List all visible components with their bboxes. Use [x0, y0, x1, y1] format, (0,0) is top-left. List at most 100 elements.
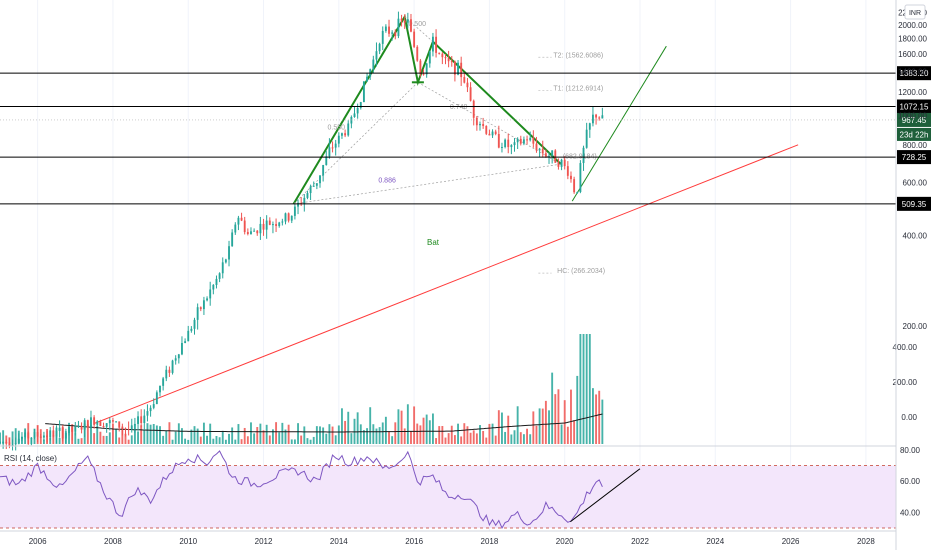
candle-body[interactable] — [105, 423, 108, 427]
volume-bar[interactable] — [215, 436, 218, 444]
candle-body[interactable] — [450, 61, 453, 63]
projection-line[interactable] — [571, 45, 667, 202]
volume-bar[interactable] — [297, 423, 299, 444]
volume-bar[interactable] — [105, 435, 108, 444]
candle-body[interactable] — [460, 62, 463, 78]
volume-bar[interactable] — [165, 430, 168, 444]
volume-bar[interactable] — [337, 425, 340, 444]
candle-body[interactable] — [312, 185, 315, 187]
candle-body[interactable] — [356, 107, 359, 114]
candle-body[interactable] — [337, 135, 340, 144]
volume-bar[interactable] — [177, 423, 180, 444]
candle-body[interactable] — [362, 81, 365, 103]
candle-body[interactable] — [388, 26, 390, 34]
volume-bar[interactable] — [432, 413, 434, 444]
candle-body[interactable] — [49, 430, 52, 438]
volume-bar[interactable] — [482, 430, 485, 444]
volume-bar[interactable] — [112, 424, 114, 444]
candle-body[interactable] — [529, 137, 532, 141]
candle-body[interactable] — [96, 421, 99, 425]
candle-body[interactable] — [253, 230, 256, 232]
candle-body[interactable] — [259, 223, 262, 234]
volume-bar[interactable] — [551, 372, 554, 444]
candle-body[interactable] — [598, 117, 601, 119]
candle-body[interactable] — [501, 146, 503, 148]
candle-body[interactable] — [438, 52, 441, 54]
candle-body[interactable] — [8, 442, 11, 447]
candle-body[interactable] — [71, 427, 74, 432]
volume-bar[interactable] — [184, 438, 187, 444]
candle-body[interactable] — [519, 138, 522, 144]
candle-body[interactable] — [159, 385, 161, 393]
rsi-divergence-line[interactable] — [570, 468, 641, 523]
candle-body[interactable] — [422, 73, 425, 75]
volume-bar[interactable] — [400, 410, 403, 444]
volume-bar[interactable] — [576, 375, 579, 444]
volume-bar[interactable] — [272, 429, 274, 444]
candle-body[interactable] — [544, 153, 547, 157]
volume-bar[interactable] — [554, 394, 557, 444]
volume-bar[interactable] — [231, 427, 234, 444]
volume-bar[interactable] — [256, 427, 259, 444]
candle-body[interactable] — [391, 32, 394, 34]
candle-body[interactable] — [595, 114, 598, 118]
candle-body[interactable] — [93, 417, 96, 425]
candle-body[interactable] — [457, 62, 459, 75]
volume-bar[interactable] — [162, 435, 165, 444]
volume-bar[interactable] — [529, 434, 532, 444]
volume-bar[interactable] — [375, 428, 378, 444]
volume-bar[interactable] — [548, 410, 550, 444]
volume-bar[interactable] — [595, 394, 598, 444]
candle-body[interactable] — [256, 230, 259, 234]
volume-bar[interactable] — [388, 431, 390, 444]
candle-body[interactable] — [400, 18, 403, 21]
volume-bar[interactable] — [328, 424, 331, 444]
volume-bar[interactable] — [290, 439, 293, 444]
candle-body[interactable] — [137, 416, 139, 424]
candle-body[interactable] — [557, 162, 560, 167]
volume-bar[interactable] — [206, 435, 208, 444]
candle-body[interactable] — [218, 273, 221, 279]
candle-body[interactable] — [118, 421, 121, 428]
volume-bar[interactable] — [435, 438, 438, 444]
candle-body[interactable] — [215, 278, 218, 285]
candle-body[interactable] — [397, 18, 400, 37]
candle-body[interactable] — [228, 246, 230, 260]
volume-bar[interactable] — [469, 432, 472, 444]
volume-bar[interactable] — [74, 432, 77, 444]
volume-bar[interactable] — [14, 428, 17, 444]
volume-bar[interactable] — [90, 425, 92, 444]
candle-body[interactable] — [466, 82, 469, 88]
candle-body[interactable] — [272, 224, 274, 226]
volume-bar[interactable] — [463, 423, 466, 444]
candle-body[interactable] — [124, 428, 127, 430]
candle-body[interactable] — [560, 159, 563, 167]
volume-bar[interactable] — [171, 439, 174, 444]
volume-bar[interactable] — [52, 435, 55, 444]
candle-body[interactable] — [171, 360, 174, 373]
volume-bar[interactable] — [181, 428, 183, 444]
candle-body[interactable] — [284, 213, 287, 222]
candle-body[interactable] — [39, 436, 42, 438]
candle-body[interactable] — [497, 133, 500, 148]
volume-bar[interactable] — [397, 409, 400, 444]
candle-body[interactable] — [74, 426, 77, 432]
volume-bar[interactable] — [212, 438, 215, 444]
volume-bar[interactable] — [234, 439, 237, 444]
candle-body[interactable] — [27, 432, 30, 439]
volume-bar[interactable] — [240, 439, 243, 444]
candle-body[interactable] — [579, 163, 582, 192]
candle-body[interactable] — [472, 100, 475, 118]
volume-bar[interactable] — [441, 426, 444, 444]
volume-bar[interactable] — [293, 439, 296, 444]
candle-body[interactable] — [566, 166, 569, 176]
candle-body[interactable] — [127, 429, 130, 431]
volume-bar[interactable] — [573, 420, 576, 444]
volume-bar[interactable] — [133, 424, 136, 444]
candle-body[interactable] — [174, 358, 177, 361]
candle-body[interactable] — [315, 183, 318, 186]
candle-body[interactable] — [262, 223, 265, 230]
volume-bar[interactable] — [331, 426, 334, 444]
candle-body[interactable] — [541, 148, 544, 154]
